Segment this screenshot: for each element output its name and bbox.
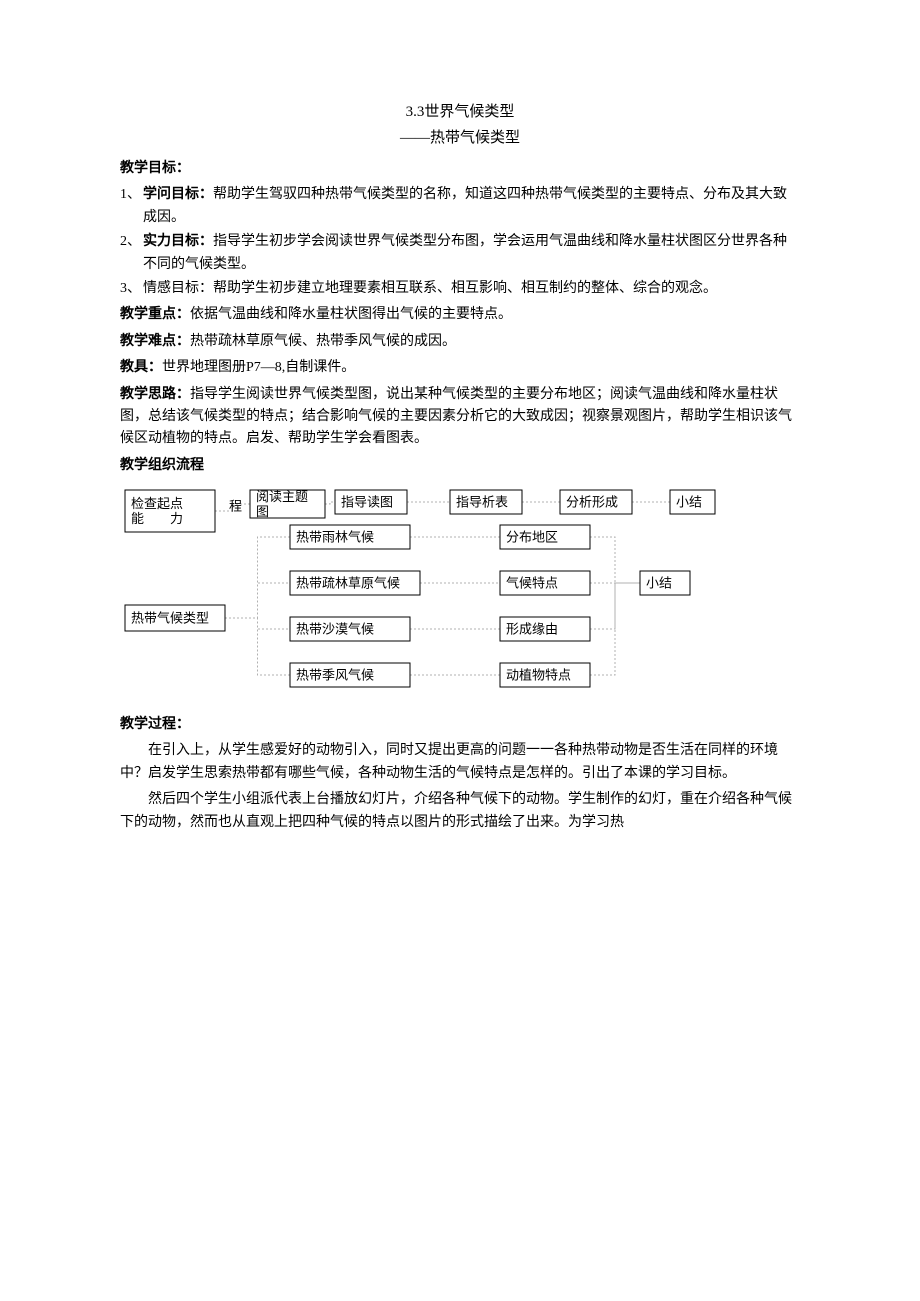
tools-label: 教具：: [120, 360, 162, 375]
svg-text:指导读图: 指导读图: [341, 495, 393, 510]
document-page: 3.3世界气候类型 ——热带气候类型 教学目标： 1、 学问目标：帮助学生驾驭四…: [0, 0, 920, 898]
goal-text: 实力目标：指导学生初步学会阅读世界气候类型分布图，学会运用气温曲线和降水量柱状图…: [143, 231, 800, 276]
goal-text: 学问目标：帮助学生驾驭四种热带气候类型的名称，知道这四种热带气候类型的主要特点、…: [143, 184, 800, 229]
keypoint-line: 教学重点：依据气温曲线和降水量柱状图得出气候的主要特点。: [120, 304, 800, 326]
idea-label: 教学思路：: [120, 387, 190, 402]
tools-line: 教具：世界地理图册P7—8,自制课件。: [120, 357, 800, 379]
process-label: 教学过程：: [120, 714, 800, 736]
svg-text:小结: 小结: [676, 495, 702, 510]
idea-line: 教学思路：指导学生阅读世界气候类型图，说出某种气候类型的主要分布地区；阅读气温曲…: [120, 384, 800, 451]
svg-text:图: 图: [256, 504, 269, 519]
process-p2: 然后四个学生小组派代表上台播放幻灯片，介绍各种气候下的动物。学生制作的幻灯，重在…: [120, 789, 800, 834]
svg-text:检查起点: 检查起点: [131, 496, 183, 511]
page-title: 3.3世界气候类型: [120, 100, 800, 124]
goal-body: 帮助学生初步建立地理要素相互联系、相互影响、相互制约的整体、综合的观念。: [213, 281, 717, 296]
svg-text:阅读主题: 阅读主题: [256, 489, 308, 504]
difficulty-text: 热带疏林草原气候、热带季风气候的成因。: [190, 334, 456, 349]
svg-text:分析形成: 分析形成: [566, 495, 618, 510]
difficulty-line: 教学难点：热带疏林草原气候、热带季风气候的成因。: [120, 331, 800, 353]
svg-text:小结: 小结: [646, 576, 672, 591]
goal-item-1: 1、 学问目标：帮助学生驾驭四种热带气候类型的名称，知道这四种热带气候类型的主要…: [120, 184, 800, 229]
goal-label: 情感目标：: [143, 281, 213, 296]
svg-text:动植物特点: 动植物特点: [506, 668, 571, 683]
goal-num: 1、: [120, 184, 141, 229]
svg-text:热带季风气候: 热带季风气候: [296, 668, 374, 683]
svg-text:气候特点: 气候特点: [506, 576, 558, 591]
svg-text:能 力: 能 力: [131, 511, 183, 526]
goal-num: 2、: [120, 231, 141, 276]
svg-text:热带气候类型: 热带气候类型: [131, 611, 209, 626]
goal-item-2: 2、 实力目标：指导学生初步学会阅读世界气候类型分布图，学会运用气温曲线和降水量…: [120, 231, 800, 276]
svg-text:指导析表: 指导析表: [456, 495, 508, 510]
difficulty-label: 教学难点：: [120, 334, 190, 349]
goal-text: 情感目标：帮助学生初步建立地理要素相互联系、相互影响、相互制约的整体、综合的观念…: [143, 278, 800, 300]
svg-text:程: 程: [229, 499, 242, 514]
svg-text:热带疏林草原气候: 热带疏林草原气候: [296, 576, 400, 591]
keypoint-label: 教学重点：: [120, 307, 190, 322]
idea-text: 指导学生阅读世界气候类型图，说出某种气候类型的主要分布地区；阅读气温曲线和降水量…: [120, 387, 792, 447]
goal-label: 学问目标：: [143, 187, 213, 202]
tools-text: 世界地理图册P7—8,自制课件。: [162, 360, 355, 375]
goal-body: 帮助学生驾驭四种热带气候类型的名称，知道这四种热带气候类型的主要特点、分布及其大…: [143, 187, 787, 224]
goal-num: 3、: [120, 278, 141, 300]
page-subtitle: ——热带气候类型: [120, 126, 800, 150]
org-label: 教学组织流程: [120, 455, 800, 477]
keypoint-text: 依据气温曲线和降水量柱状图得出气候的主要特点。: [190, 307, 512, 322]
process-p1: 在引入上，从学生感爱好的动物引入，同时又提出更高的问题一一各种热带动物是否生活在…: [120, 740, 800, 785]
goal-body: 指导学生初步学会阅读世界气候类型分布图，学会运用气温曲线和降水量柱状图区分世界各…: [143, 234, 787, 271]
svg-text:热带雨林气候: 热带雨林气候: [296, 530, 374, 545]
flowchart-container: 检查起点能 力程阅读主题图指导读图指导析表分析形成小结热带雨林气候热带疏林草原气…: [120, 485, 800, 700]
svg-text:分布地区: 分布地区: [506, 530, 558, 545]
goals-header: 教学目标：: [120, 158, 800, 180]
svg-text:形成缘由: 形成缘由: [506, 622, 558, 637]
svg-text:热带沙漠气候: 热带沙漠气候: [296, 622, 374, 637]
goal-label: 实力目标：: [143, 234, 213, 249]
goal-item-3: 3、 情感目标：帮助学生初步建立地理要素相互联系、相互影响、相互制约的整体、综合…: [120, 278, 800, 300]
flowchart-svg: 检查起点能 力程阅读主题图指导读图指导析表分析形成小结热带雨林气候热带疏林草原气…: [120, 485, 800, 700]
